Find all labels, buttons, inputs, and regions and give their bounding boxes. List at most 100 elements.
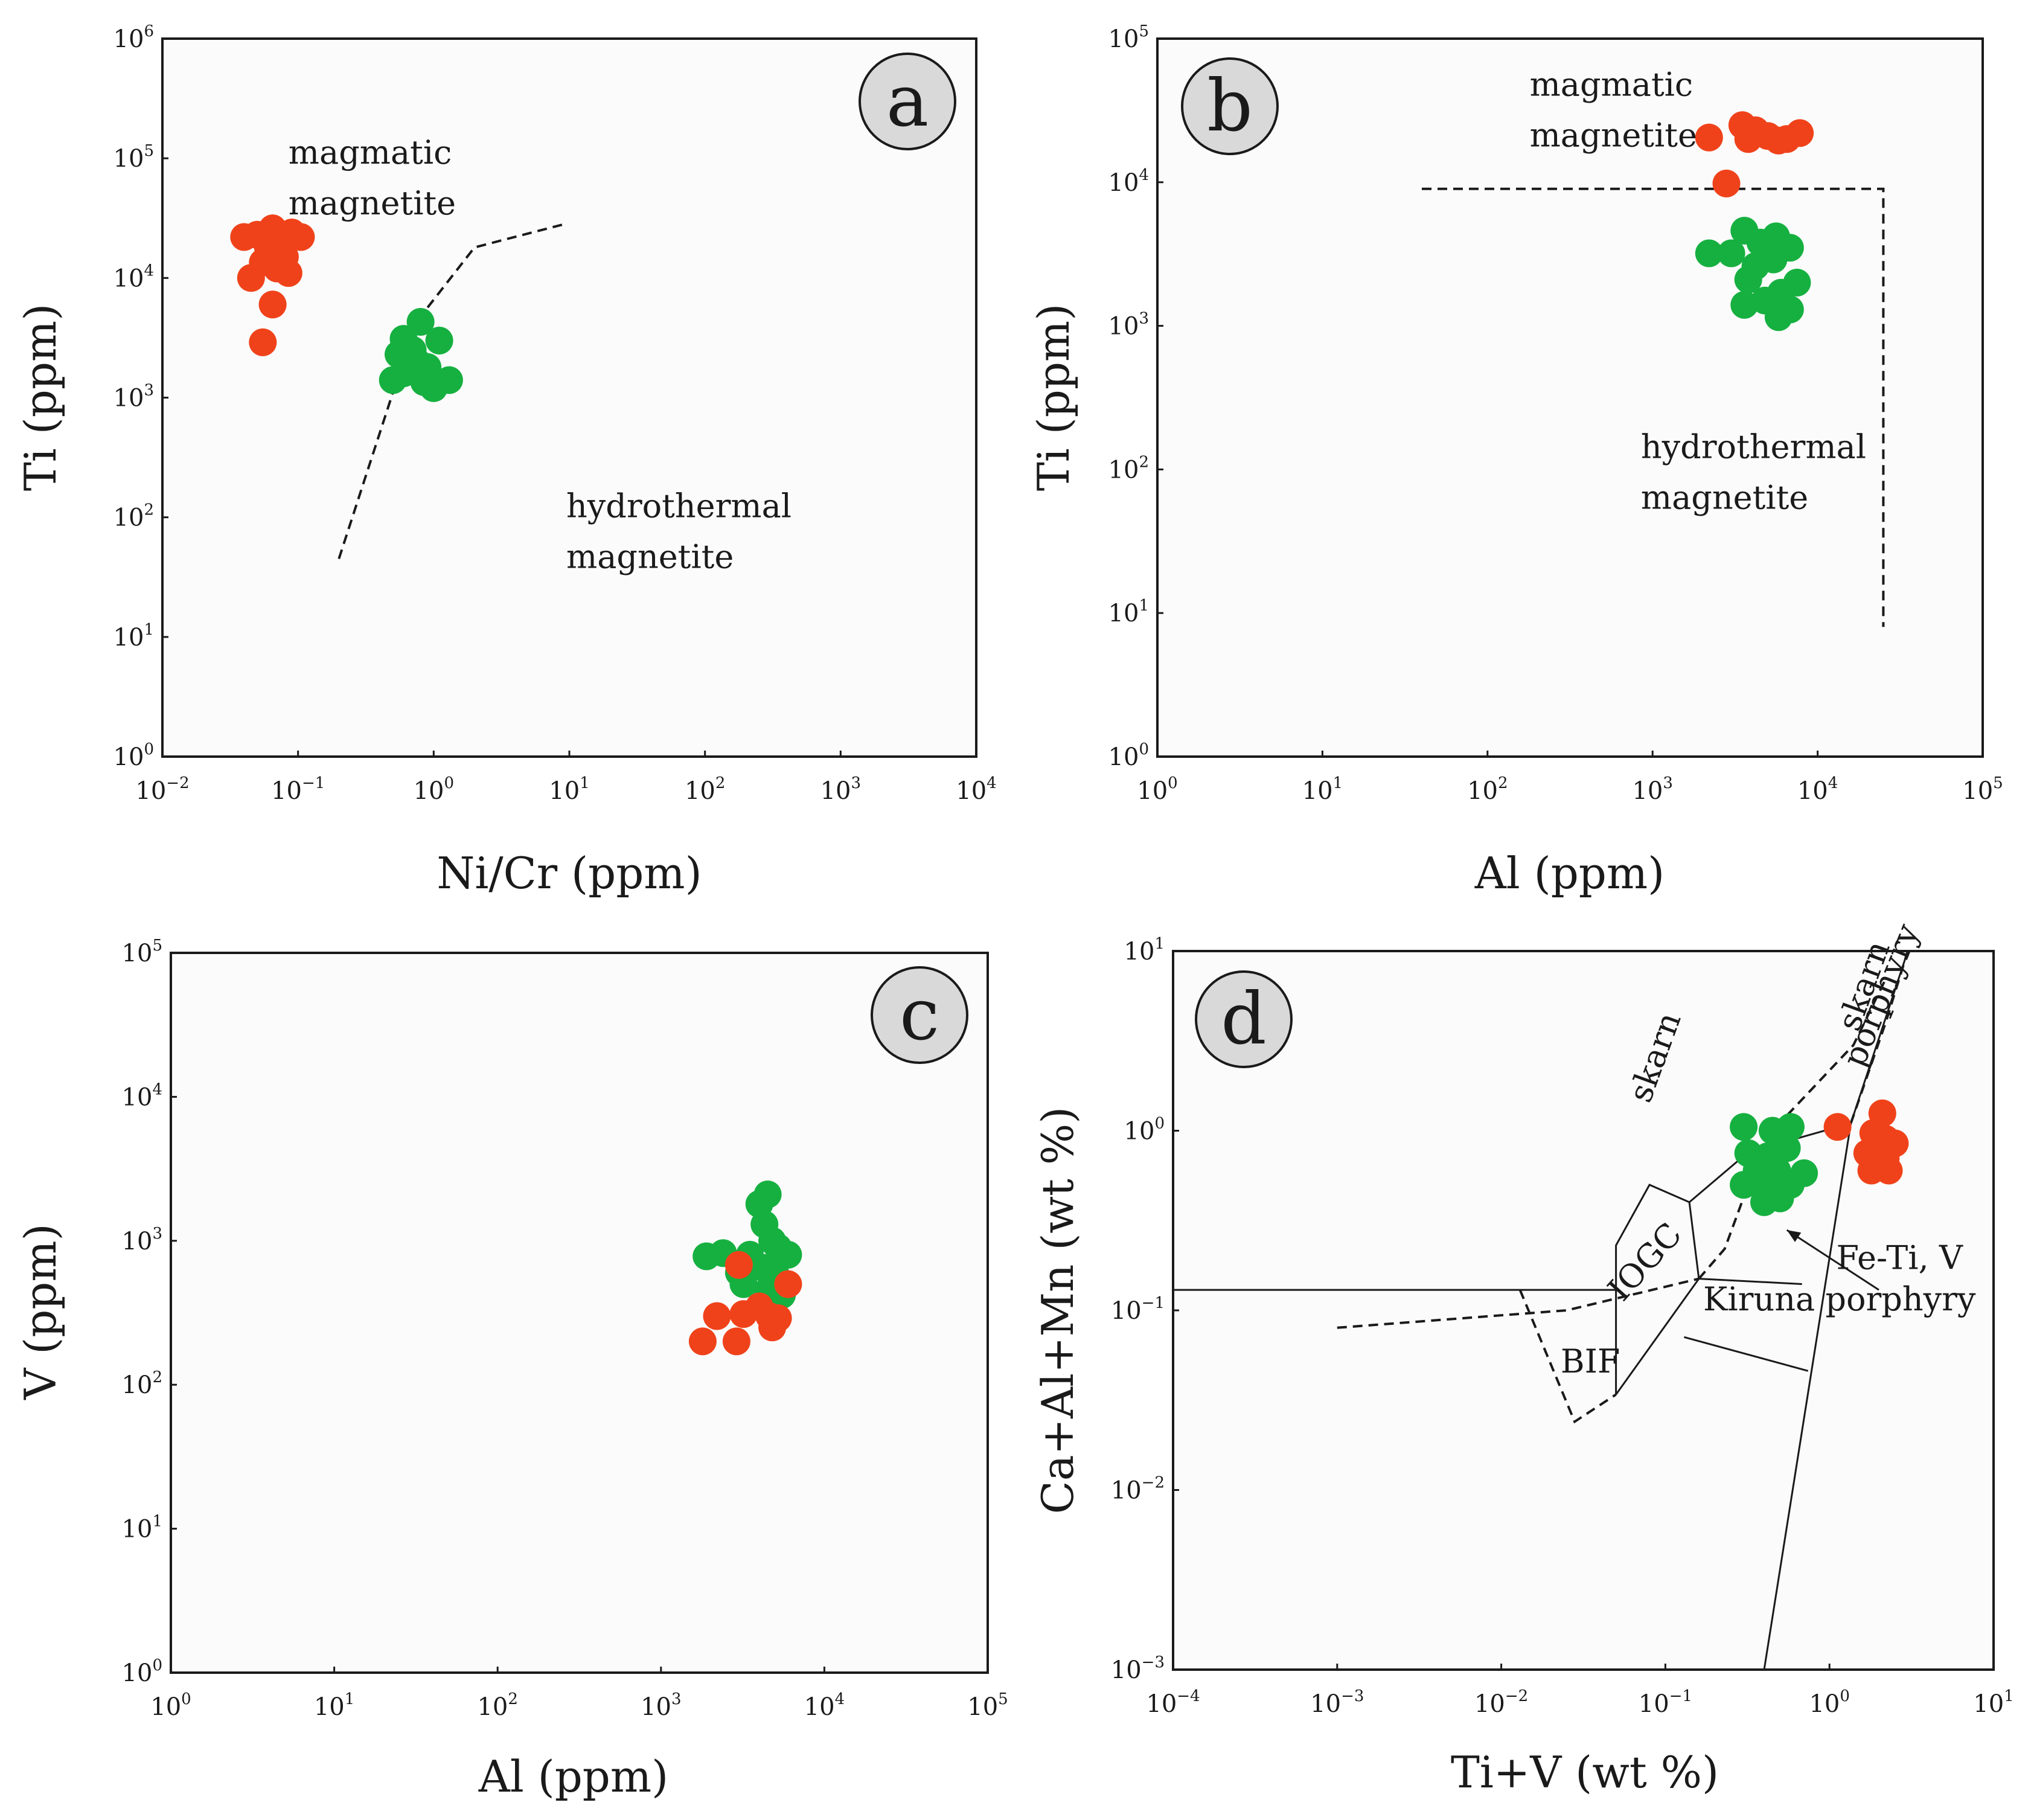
panel-a-annotations: magmatic magnetite hydrothermal magnetite: [289, 133, 792, 575]
magmatic-point: [287, 223, 315, 251]
y-tick-label: 100: [114, 740, 154, 771]
hydrothermal-point: [425, 327, 453, 354]
panel-a-data-points: [230, 214, 463, 402]
region-label: Kiruna porphyry: [1703, 1280, 1976, 1318]
hydrothermal-point: [1759, 245, 1788, 274]
panel-c-chart: 100 101 102 103 104 105 100 101 102 103 104 105 Al …: [15, 937, 1008, 1802]
x-tick-label: 101: [314, 1690, 354, 1721]
y-tick-label: 10−2: [1111, 1474, 1165, 1505]
panel-a-x-axis-label: Ni/Cr (ppm): [437, 848, 702, 899]
y-tick-label: 104: [122, 1080, 162, 1111]
magmatic-point: [237, 264, 265, 292]
dashed-boundary-line: [1518, 1289, 1617, 1424]
panel-a-y-axis-label: Ti (ppm): [15, 304, 66, 492]
arrow-shaft: [1786, 1229, 1879, 1291]
magmatic-point: [1823, 1113, 1852, 1141]
x-tick-label: 105: [1962, 774, 2003, 805]
x-tick-label: 102: [685, 774, 725, 805]
y-tick-label: 104: [114, 261, 154, 292]
x-tick-label: 104: [956, 774, 996, 805]
y-tick-label: 105: [122, 937, 162, 967]
panel-c-label-badge: [871, 966, 968, 1064]
panel-a-reference-lines: [337, 223, 564, 560]
solid-boundary-line: [1684, 1336, 1809, 1372]
x-tick-label: 103: [1632, 774, 1672, 805]
magmatic-point: [1734, 125, 1762, 153]
hydrothermal-point: [410, 368, 438, 396]
magmatic-point: [1764, 126, 1793, 155]
hydrothermal-point: [1695, 239, 1723, 268]
solid-boundary-line: [1615, 1278, 1700, 1395]
panel-b-chart: magmatic magnetite hydrothermal magnetite 1…: [1028, 22, 2003, 899]
panel-c-x-axis-label: Al (ppm): [478, 1751, 669, 1802]
panel-b-reference-lines: [1422, 187, 1885, 627]
hydrothermal-point: [435, 366, 463, 394]
x-tick-label: 10−4: [1146, 1687, 1200, 1718]
panel-b-x-axis-label: Al (ppm): [1474, 848, 1665, 899]
hydrothermal-point: [1766, 1184, 1794, 1213]
x-tick-label: 100: [414, 774, 454, 805]
panel-b-tick-labels: 100 101 102 103 104 105 100 101 102 103 104 105: [1108, 22, 2003, 805]
panel-b-data-points: [1695, 111, 1814, 332]
panel-c-label-letter: c: [900, 973, 939, 1056]
panel-c-y-axis-label: V (ppm): [15, 1223, 66, 1400]
x-tick-label: 101: [1973, 1687, 2013, 1718]
region-label: magmatic magnetite: [289, 133, 456, 222]
magmatic-point: [724, 1251, 753, 1279]
magmatic-point: [1695, 123, 1723, 152]
y-tick-label: 10−1: [1111, 1294, 1165, 1325]
region-label: hydrothermal magnetite: [1641, 428, 1866, 517]
panel-a-plot-area: [161, 37, 977, 758]
panel-d-x-axis-label: Ti+V (wt %): [1451, 1747, 1719, 1798]
region-label: magmatic magnetite: [1530, 66, 1697, 155]
y-tick-label: 10−3: [1111, 1653, 1165, 1684]
x-tick-label: 103: [641, 1690, 681, 1721]
y-tick-label: 100: [1124, 1115, 1165, 1146]
y-tick-label: 102: [122, 1368, 162, 1399]
panel-d-plot-area: [1172, 950, 1995, 1671]
magmatic-point: [703, 1302, 731, 1330]
y-tick-label: 100: [122, 1656, 162, 1687]
x-tick-label: 101: [549, 774, 589, 805]
x-tick-label: 10−1: [1639, 1687, 1692, 1718]
magmatic-point: [1712, 169, 1741, 197]
magmatic-point: [758, 1313, 787, 1342]
hydrothermal-point: [1776, 295, 1804, 324]
y-tick-label: 101: [1124, 935, 1165, 966]
hydrothermal-point: [1734, 266, 1762, 293]
x-tick-label: 105: [967, 1690, 1008, 1721]
x-tick-label: 10−3: [1310, 1687, 1364, 1718]
y-tick-label: 102: [1108, 453, 1149, 484]
panel-d-data-points: [1730, 1099, 1909, 1216]
y-tick-label: 104: [1108, 166, 1149, 197]
x-tick-label: 10−2: [135, 774, 189, 805]
panel-b-label-badge: [1181, 57, 1279, 155]
dashed-boundary-line: [1698, 978, 1887, 1280]
panel-d-y-axis-label: Ca+Al+Mn (wt %): [1032, 1107, 1083, 1514]
region-label: hydrothermal magnetite: [566, 487, 792, 576]
magmatic-point: [249, 328, 277, 356]
panel-b-annotations: magmatic magnetite hydrothermal magnetite: [1530, 66, 1866, 517]
region-label: BIF: [1561, 1342, 1620, 1380]
x-tick-label: 104: [804, 1690, 845, 1721]
solid-boundary-line: [1698, 1278, 1802, 1285]
panel-d-label-badge: [1195, 970, 1293, 1068]
magmatic-point: [722, 1327, 750, 1356]
x-tick-label: 104: [1797, 774, 1838, 805]
panel-a-label-badge: [859, 53, 956, 150]
panel-b-plot-area: [1156, 37, 1984, 758]
hydrothermal-point: [379, 366, 407, 394]
magmatic-point: [1786, 119, 1814, 147]
x-tick-label: 100: [150, 1690, 191, 1721]
y-tick-label: 101: [114, 621, 154, 652]
y-tick-label: 100: [1108, 740, 1149, 771]
magmatic-point: [1875, 1156, 1903, 1185]
panel-b-y-axis-label: Ti (ppm): [1028, 304, 1079, 492]
x-tick-label: 10−1: [271, 774, 325, 805]
hydrothermal-point: [1730, 1171, 1758, 1199]
hydrothermal-point: [1776, 1113, 1805, 1141]
hydrothermal-point: [1717, 239, 1745, 268]
